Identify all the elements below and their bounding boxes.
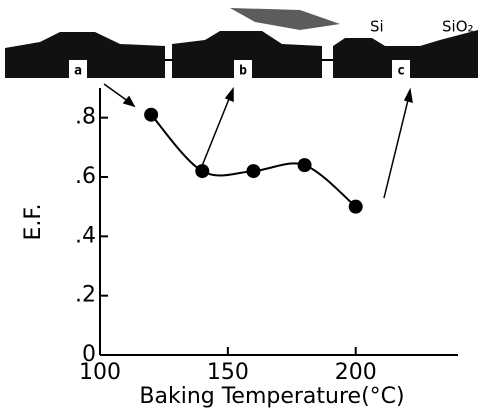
panel-label: b (239, 64, 247, 79)
y-axis-title: E.F. (21, 203, 46, 240)
x-tick-label: 150 (207, 360, 249, 385)
material-label: Si (370, 18, 384, 36)
y-tick-label: .4 (75, 223, 96, 248)
arrows (103, 83, 413, 199)
x-tick-label: 100 (79, 360, 121, 385)
point (297, 158, 312, 173)
panel-label: a (74, 64, 82, 79)
micrographs (5, 8, 478, 80)
y-tick-label: 0 (82, 342, 96, 367)
y-tick-label: .6 (75, 164, 96, 189)
y-tick-label: .2 (75, 283, 96, 308)
y-tick-label: .8 (75, 105, 96, 130)
point (144, 107, 159, 122)
x-axis-title: Baking Temperature(°C) (139, 384, 404, 409)
curve (150, 114, 357, 208)
x-tick-label: 200 (335, 360, 377, 385)
panel-label: c (397, 64, 405, 79)
point (246, 164, 261, 179)
point (195, 164, 210, 179)
point (348, 199, 363, 214)
material-label: SiO₂ (442, 18, 474, 36)
